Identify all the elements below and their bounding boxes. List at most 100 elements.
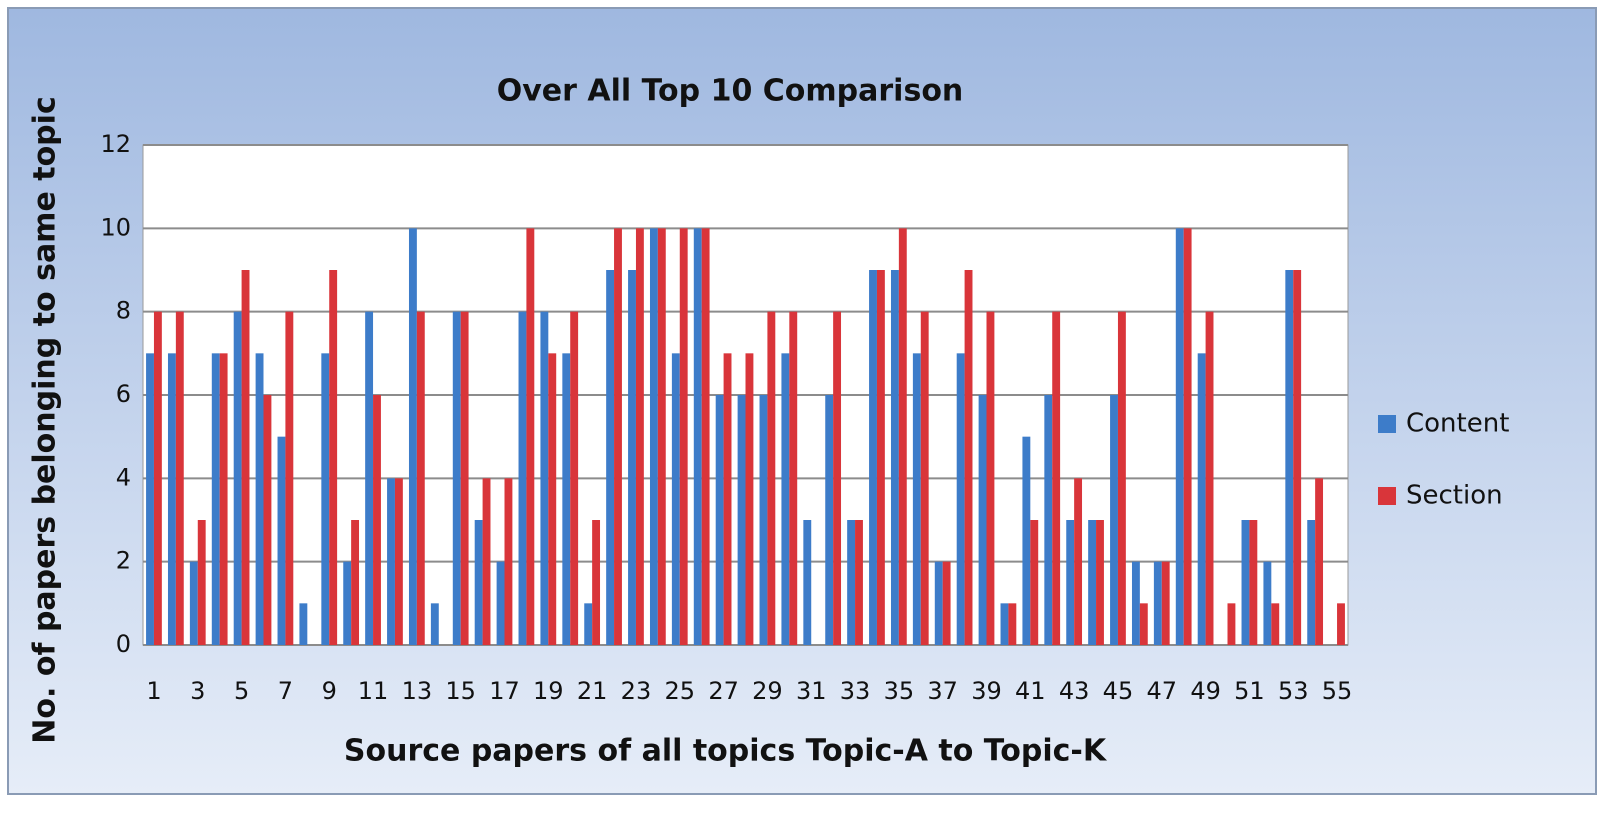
bar: [518, 311, 527, 645]
bar: [767, 311, 776, 645]
bar: [299, 603, 308, 645]
x-tick-label: 17: [489, 677, 520, 705]
bar: [1263, 561, 1272, 645]
x-tick-label: 25: [664, 677, 695, 705]
bar: [855, 520, 863, 645]
y-tick-label: 6: [116, 380, 131, 408]
bar: [1271, 603, 1280, 645]
bar: [1131, 561, 1140, 645]
bar: [387, 478, 395, 645]
bar: [219, 353, 228, 645]
bar: [1139, 603, 1148, 645]
x-tick-label: 15: [445, 677, 476, 705]
y-tick-label: 12: [100, 130, 131, 158]
bar: [614, 228, 622, 646]
x-tick-label: 51: [1234, 677, 1265, 705]
bar: [628, 270, 636, 645]
bar: [1052, 311, 1061, 645]
bar: [1008, 603, 1017, 645]
bar: [285, 311, 294, 645]
bar: [693, 228, 702, 646]
x-tick-label: 5: [234, 677, 249, 705]
legend-swatch: [1378, 487, 1396, 505]
x-tick-label: 31: [796, 677, 827, 705]
legend-label: Content: [1406, 409, 1509, 439]
bar: [373, 395, 381, 645]
bar: [496, 561, 505, 645]
bar: [592, 520, 601, 645]
bar: [912, 353, 921, 645]
x-tick-label: 11: [358, 677, 389, 705]
bar: [474, 520, 483, 645]
bar: [606, 270, 615, 645]
bar: [241, 270, 250, 645]
bar: [1175, 228, 1184, 646]
bar: [1000, 603, 1009, 645]
bar: [321, 353, 330, 645]
bar: [825, 395, 834, 645]
x-tick-label: 35: [884, 677, 915, 705]
y-tick-label: 0: [116, 630, 131, 658]
bar: [833, 311, 842, 645]
bar: [1074, 478, 1083, 645]
bar: [715, 395, 724, 645]
bar: [1337, 603, 1345, 645]
bar: [986, 311, 995, 645]
x-tick-label: 29: [752, 677, 783, 705]
bar: [1030, 520, 1039, 645]
bar: [584, 603, 593, 645]
x-tick-label: 37: [927, 677, 958, 705]
x-tick-label: 55: [1322, 677, 1353, 705]
bar: [1205, 311, 1214, 645]
bar: [526, 228, 535, 646]
bar: [920, 311, 929, 645]
bar: [942, 561, 951, 645]
x-tick-label: 23: [621, 677, 652, 705]
bar: [1285, 270, 1294, 645]
bar: [1117, 311, 1126, 645]
bar: [745, 353, 754, 645]
bar: [189, 561, 198, 645]
bar: [723, 353, 732, 645]
legend-swatch: [1378, 415, 1396, 433]
x-tick-label: 27: [708, 677, 739, 705]
bar: [263, 395, 272, 645]
bar: [365, 311, 374, 645]
bar: [781, 353, 790, 645]
bar: [1110, 395, 1118, 645]
bar: [146, 353, 154, 645]
x-tick-label: 33: [840, 677, 871, 705]
bar: [789, 311, 798, 645]
bar: [1315, 478, 1324, 645]
bar: [898, 228, 907, 646]
bar: [562, 353, 571, 645]
bar: [1153, 561, 1162, 645]
bar: [737, 395, 746, 645]
bar: [1044, 395, 1053, 645]
bar: [1066, 520, 1075, 645]
bar: [847, 520, 856, 645]
bar: [167, 353, 176, 645]
bar: [759, 395, 768, 645]
bar: [1227, 603, 1236, 645]
x-tick-label: 7: [278, 677, 293, 705]
bar: [635, 228, 644, 646]
x-tick-label: 45: [1103, 677, 1134, 705]
bar: [416, 311, 425, 645]
bar: [649, 228, 658, 646]
x-tick-label: 9: [322, 677, 337, 705]
y-tick-label: 8: [116, 297, 131, 325]
bar: [394, 478, 403, 645]
x-tick-label: 21: [577, 677, 608, 705]
bar: [1096, 520, 1104, 645]
bar: [175, 311, 184, 645]
x-tick-label: 39: [971, 677, 1002, 705]
bar: [1249, 520, 1258, 645]
bar: [671, 353, 680, 645]
bar: [1022, 436, 1031, 645]
x-tick-label: 53: [1278, 677, 1309, 705]
bar: [482, 478, 491, 645]
bar: [351, 520, 360, 645]
y-axis-title: No. of papers belonging to same topic: [28, 96, 63, 743]
